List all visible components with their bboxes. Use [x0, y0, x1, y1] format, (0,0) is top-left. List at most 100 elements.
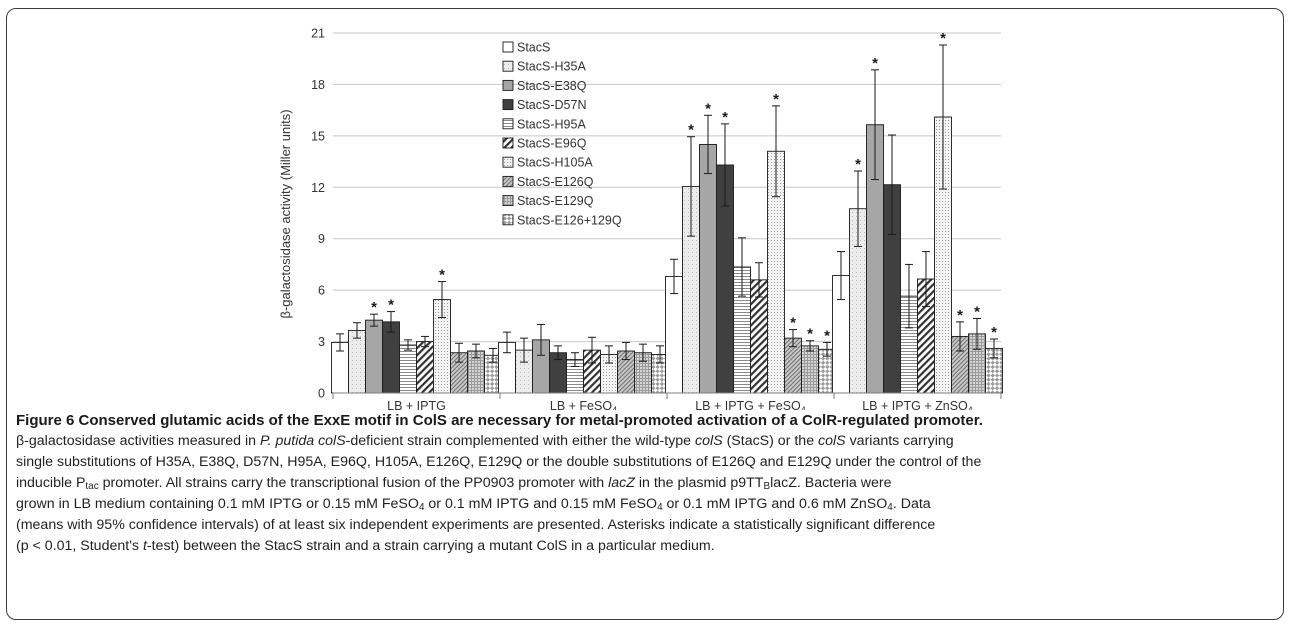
error-bar: [489, 347, 497, 363]
error-bar: [687, 136, 695, 237]
error-bar: [537, 323, 545, 356]
figure-caption: Figure 6 Conserved glutamic acids of the…: [16, 410, 1278, 557]
error-bar: [973, 317, 981, 350]
caption-line-4: grown in LB medium containing 0.1 mM IPT…: [16, 496, 931, 513]
legend-label: StacS-H35A: [517, 60, 586, 74]
error-bar: [772, 105, 780, 198]
error-bar: [438, 281, 446, 319]
legend-label: StacS-E126Q: [517, 175, 594, 189]
legend-label: StacS-H105A: [517, 156, 593, 170]
significance-marker: *: [872, 55, 878, 72]
x-tick-label: LB + FeSO4: [550, 399, 617, 410]
error-bar: [806, 340, 814, 352]
error-bar: [387, 311, 395, 333]
significance-marker: *: [773, 91, 779, 108]
y-tick-label: 21: [311, 27, 325, 41]
error-bar: [905, 263, 913, 329]
error-bar: [520, 337, 528, 363]
significance-marker: *: [824, 327, 830, 344]
legend-label: StacS-E126+129Q: [517, 213, 622, 227]
error-bar: [670, 258, 678, 295]
bar: [348, 329, 366, 394]
error-bar: [639, 343, 647, 362]
error-bar: [370, 313, 378, 327]
error-bar: [336, 333, 344, 352]
error-bar: [922, 251, 930, 307]
error-bar: [939, 44, 947, 190]
caption-line-5: (means with 95% confidence intervals) of…: [16, 517, 936, 533]
caption-line-3: inducible Ptac promoter. All strains car…: [16, 475, 892, 492]
error-bar: [721, 123, 729, 207]
legend-label: StacS-D57N: [517, 98, 586, 112]
bar: [416, 341, 434, 394]
legend-swatch: [502, 137, 514, 149]
error-bar: [990, 338, 998, 359]
error-bar: [455, 342, 463, 363]
significance-marker: *: [722, 109, 728, 126]
y-tick-label: 9: [318, 232, 325, 246]
error-bar: [738, 237, 746, 297]
significance-marker: *: [371, 299, 377, 316]
significance-marker: *: [439, 267, 445, 284]
error-bar: [704, 114, 712, 175]
error-bar: [571, 352, 579, 367]
error-bar: [605, 345, 613, 364]
legend-label: StacS: [517, 41, 550, 55]
error-bar: [755, 262, 763, 298]
x-tick-label: LB + IPTG + FeSO4: [695, 399, 806, 410]
y-tick-label: 12: [311, 181, 325, 195]
legend-swatch: [502, 99, 514, 111]
significance-marker: *: [974, 303, 980, 320]
x-tick-label: LB + IPTG + ZnSO4: [862, 399, 973, 410]
bar: [399, 344, 417, 394]
significance-marker: *: [940, 30, 946, 47]
legend-swatch: [502, 156, 514, 168]
error-bar: [888, 134, 896, 235]
significance-marker: *: [855, 156, 861, 173]
legend-swatch: [502, 214, 514, 226]
error-bar: [854, 170, 862, 247]
legend-swatch: [502, 60, 514, 72]
caption-line-2: single substitutions of H35A, E38Q, D57N…: [16, 454, 982, 470]
error-bar: [956, 321, 964, 352]
legend-swatch: [502, 118, 514, 130]
legend-label: StacS-E96Q: [517, 137, 587, 151]
caption-title: Figure 6 Conserved glutamic acids of the…: [16, 412, 983, 429]
x-tick-label: LB + IPTG: [387, 399, 446, 410]
error-bar: [622, 341, 630, 361]
error-bar: [837, 251, 845, 301]
significance-marker: *: [991, 324, 997, 341]
y-tick-label: 3: [318, 335, 325, 349]
legend-swatch: [502, 79, 514, 91]
bar: [365, 319, 383, 394]
y-axis-label: β-galactosidase activity (Miller units): [278, 109, 293, 318]
significance-marker: *: [688, 122, 694, 139]
error-bar: [656, 345, 664, 364]
legend-label: StacS-E129Q: [517, 194, 594, 208]
significance-marker: *: [388, 297, 394, 314]
figure-frame: [6, 8, 1284, 620]
error-bar: [588, 336, 596, 364]
legend-swatch: [502, 41, 514, 53]
legend-label: StacS-E38Q: [517, 79, 587, 93]
bar-chart: * * * * * * * * * * * * * * * * 0 3 6 9 12 15 18 21 LB + IPTG LB…: [278, 27, 1003, 410]
significance-marker: *: [957, 307, 963, 324]
error-bar: [789, 329, 797, 348]
legend-swatch: [502, 175, 514, 187]
legend-label: StacS-H95A: [517, 117, 586, 131]
significance-marker: *: [705, 100, 711, 117]
error-bar: [503, 331, 511, 354]
error-bar: [472, 343, 480, 359]
y-tick-label: 18: [311, 78, 325, 92]
error-bar: [823, 341, 831, 357]
bar: [801, 345, 819, 394]
y-tick-label: 6: [318, 284, 325, 298]
y-tick-label: 15: [311, 129, 325, 143]
bar: [699, 143, 717, 394]
error-bar: [554, 345, 562, 361]
error-bar: [353, 322, 361, 339]
caption-line-1: β-galactosidase activities measured in P…: [16, 433, 954, 449]
y-tick-label: 0: [318, 387, 325, 401]
caption-line-6: (p < 0.01, Student's t-test) between the…: [16, 538, 715, 554]
error-bar: [404, 339, 412, 351]
